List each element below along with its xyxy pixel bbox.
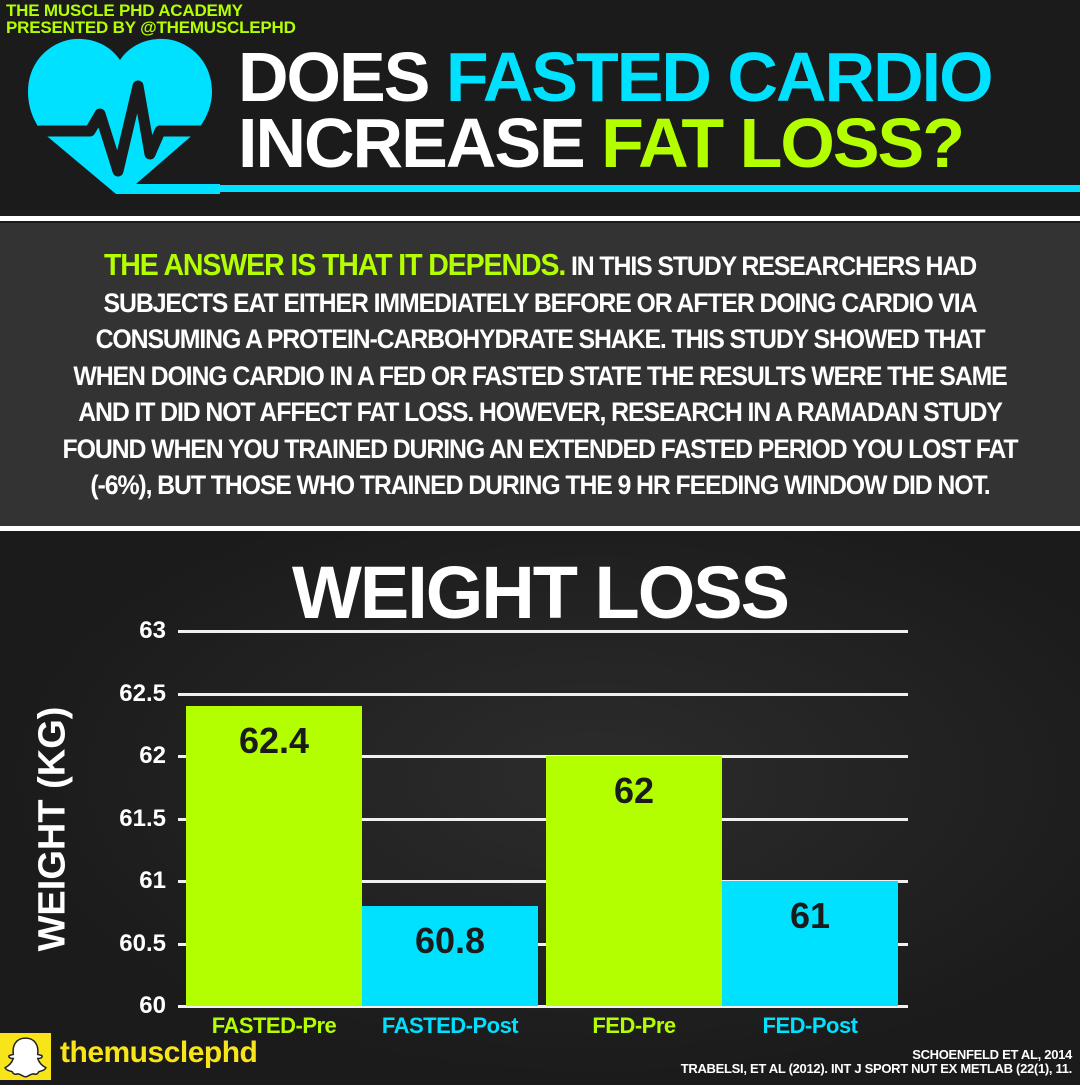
brand-line-2: PRESENTED BY @THEMUSCLEPHD [6, 18, 296, 37]
x-tick-label: FASTED-Post [381, 1013, 519, 1038]
y-axis-label: WEIGHT (KG) [31, 706, 74, 952]
bar: 60.8 [362, 906, 538, 1006]
divider [0, 526, 1080, 531]
gridline [178, 1005, 908, 1008]
gridline [178, 692, 908, 696]
citations: SCHOENFELD ET AL, 2014 TRABELSI, ET AL (… [680, 1047, 1073, 1076]
y-tick-label: 61.5 [119, 804, 166, 832]
y-tick-label: 60 [139, 992, 166, 1019]
bar-value-label: 62.4 [238, 720, 310, 761]
bar-value-label: 62 [613, 770, 655, 811]
y-tick-label: 61 [139, 867, 166, 894]
cyan-divider [117, 185, 1080, 192]
gridline [178, 817, 908, 821]
x-tick-label: FED-Post [762, 1013, 859, 1038]
y-tick-label: 60.5 [119, 929, 166, 957]
gridline [178, 942, 908, 946]
bar: 62.4 [186, 706, 362, 1006]
snapchat-handle: themusclephd [60, 1036, 258, 1069]
brand-line-1: THE MUSCLE PHD ACADEMY [6, 1, 243, 20]
gridline [178, 755, 908, 758]
header: THE MUSCLE PHD ACADEMY PRESENTED BY @THE… [0, 0, 1080, 216]
answer-text: THE ANSWER IS THAT IT DEPENDS. IN THIS S… [62, 247, 1019, 500]
brand: THE MUSCLE PHD ACADEMY PRESENTED BY @THE… [6, 2, 296, 36]
chart-title: WEIGHT LOSS [292, 551, 790, 634]
bar-value-label: 60.8 [414, 920, 486, 961]
citation-2: TRABELSI, ET AL (2012). INT J SPORT NUT … [680, 1061, 1073, 1076]
bar: 61 [722, 881, 898, 1006]
bar: 62 [546, 756, 722, 1006]
y-tick-label: 62 [139, 742, 166, 769]
gridline [178, 880, 908, 883]
heart-pulse-icon [28, 38, 220, 194]
gridline [178, 630, 908, 633]
y-tick-label: 63 [139, 617, 166, 644]
plot-area: 63 62.5 62 61.5 61 60.5 60 62.4 60.8 62 61 [119, 619, 908, 1018]
divider [0, 216, 1080, 221]
answer-panel: THE ANSWER IS THAT IT DEPENDS. IN THIS S… [0, 223, 1080, 526]
snapchat-ghost-icon [4, 1037, 47, 1078]
page-title: DOES FASTED CARDIO INCREASE FAT LOSS? [238, 38, 994, 182]
citation-1: SCHOENFELD ET AL, 2014 [912, 1047, 1072, 1062]
snapchat-badge [0, 1033, 51, 1080]
bar-value-label: 61 [789, 895, 831, 936]
x-tick-label: FED-Pre [592, 1013, 676, 1038]
y-tick-label: 62.5 [119, 679, 166, 707]
weight-loss-chart: WEIGHT LOSS [0, 531, 1080, 1080]
x-tick-label: FASTED-Pre [211, 1013, 337, 1038]
